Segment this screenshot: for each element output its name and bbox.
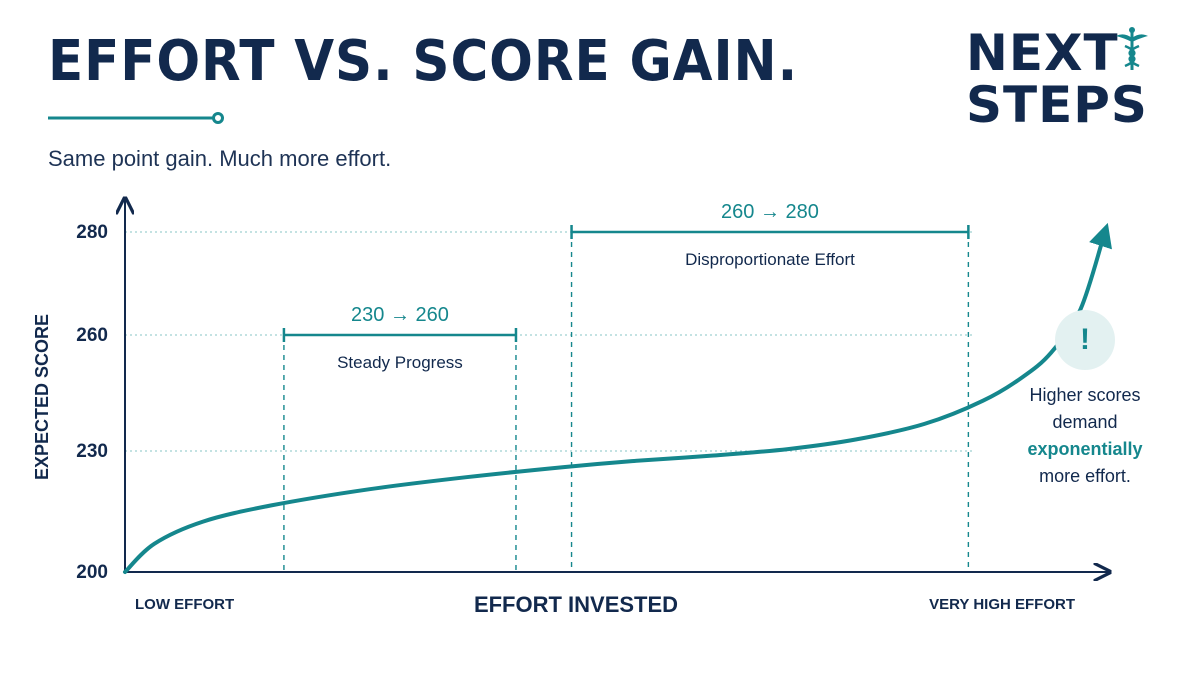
note-box: ! Higher scores demand exponentially mor… [1010, 310, 1160, 490]
note-line-1: Higher scores [1029, 385, 1141, 405]
range-label-0: 230 → 260 [351, 304, 449, 326]
x-axis-label: EFFORT INVESTED [474, 592, 678, 617]
page-title: EFFORT VS. SCORE GAIN. [48, 29, 799, 94]
range-caption-0: Steady Progress [337, 353, 463, 372]
annotations: 230 → 260 Steady Progress 260 → 280 Disprop… [282, 201, 970, 372]
series-line [123, 222, 1112, 574]
logo: NEXT STEPS [960, 24, 1160, 134]
range-caption-1: Disproportionate Effort [685, 250, 855, 269]
logo-line-2: STEPS [966, 76, 1148, 134]
note-line-4: more effort. [1039, 466, 1131, 486]
title-underline [48, 112, 224, 124]
range-layer [283, 232, 970, 572]
grid-layer [125, 231, 975, 452]
note-line-2: demand [1052, 412, 1118, 432]
range-label-1: 260 → 280 [721, 201, 819, 223]
y-tick-label-280: 280 [76, 222, 108, 243]
y-tick-label-230: 230 [76, 441, 108, 462]
y-tick-labels: 200 230 260 280 [76, 222, 108, 583]
page-subtitle: Same point gain. Much more effort. [48, 146, 392, 171]
note-line-accent: exponentially [1027, 439, 1143, 459]
y-tick-label-260: 260 [76, 325, 108, 346]
x-tick-label-low: LOW EFFORT [135, 596, 234, 613]
exclamation-icon: ! [1055, 310, 1115, 370]
y-tick-label-200: 200 [76, 562, 108, 583]
caduceus-icon [1116, 27, 1148, 70]
x-tick-label-high: VERY HIGH EFFORT [929, 596, 1075, 613]
y-axis-label: EXPECTED SCORE [32, 314, 52, 480]
logo-line-1: NEXT [966, 24, 1119, 82]
